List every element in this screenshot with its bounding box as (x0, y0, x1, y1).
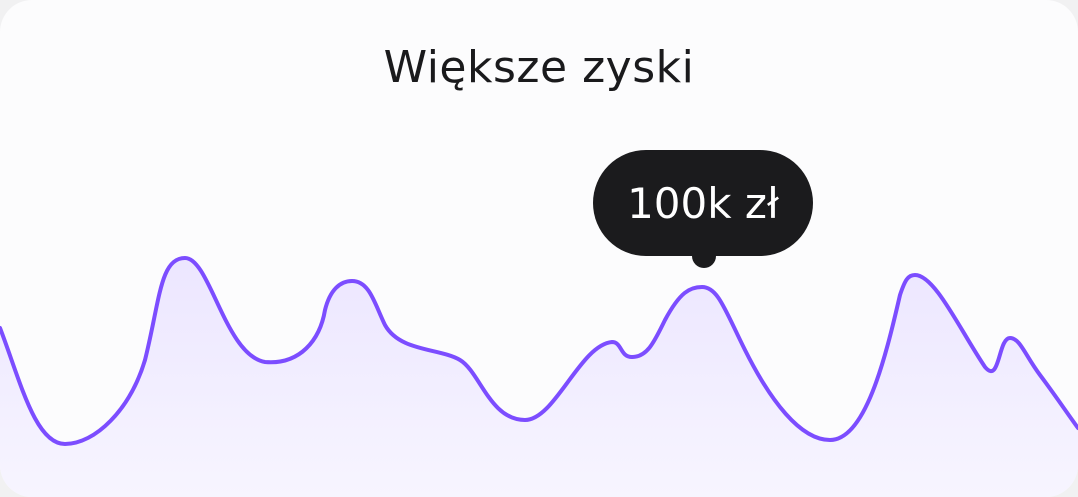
tooltip-value: 100k zł (627, 178, 779, 228)
sparkline-line (0, 256, 1078, 446)
card-title: Większe zyski (383, 42, 695, 93)
sparkline-area (0, 258, 1078, 497)
value-tooltip: 100k zł (593, 150, 813, 256)
